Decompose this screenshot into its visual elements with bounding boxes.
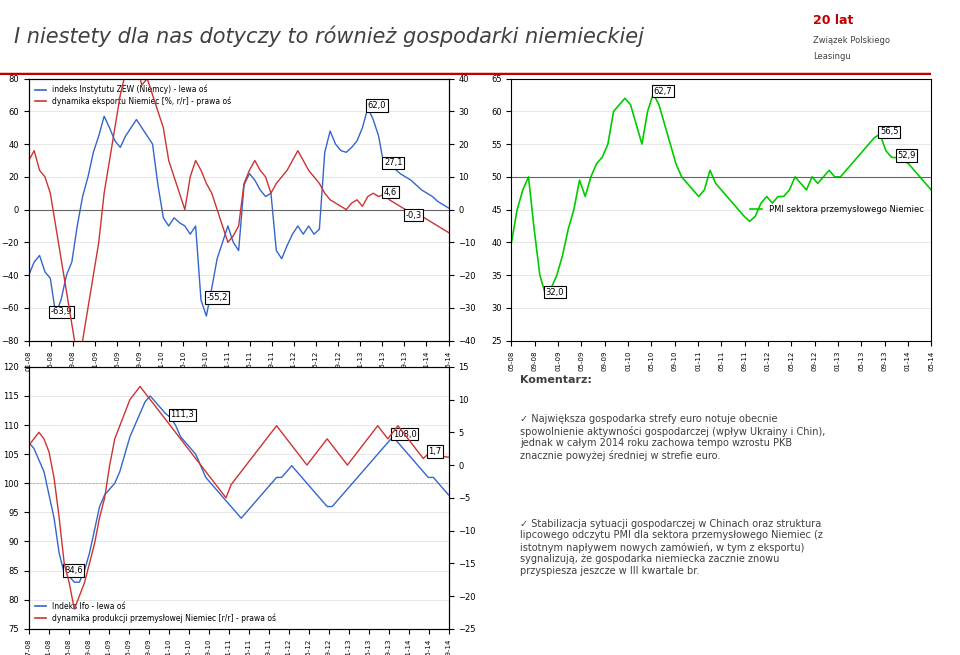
Text: 4,6: 4,6 (384, 187, 397, 196)
Text: ✓ Stabilizacja sytuacji gospodarczej w Chinach oraz struktura
lipcowego odczytu : ✓ Stabilizacja sytuacji gospodarczej w C… (520, 519, 823, 576)
Text: 32,0: 32,0 (545, 288, 564, 297)
Text: 62,7: 62,7 (653, 86, 672, 96)
Text: 84,6: 84,6 (64, 566, 83, 575)
Text: -55,2: -55,2 (206, 293, 228, 302)
Text: 111,3: 111,3 (170, 411, 194, 419)
Text: I niestety dla nas dotyczy to również gospodarki niemieckiej: I niestety dla nas dotyczy to również go… (14, 26, 644, 47)
Legend: indeks Instytutu ZEW (Niemcy) - lewa oś, dynamika eksportu Niemiec [%, r/r] - pr: indeks Instytutu ZEW (Niemcy) - lewa oś,… (33, 83, 234, 108)
Legend: Indeks Ifo - lewa oś, dynamika produkcji przemysłowej Niemiec [r/r] - prawa oś: Indeks Ifo - lewa oś, dynamika produkcji… (33, 599, 278, 625)
Text: Leasingu: Leasingu (813, 52, 851, 61)
Text: 108,0: 108,0 (393, 430, 417, 439)
Text: ✓ Największa gospodarka strefy euro notuje obecnie
spowolnienie aktywności gospo: ✓ Największa gospodarka strefy euro notu… (520, 414, 826, 461)
Text: Związek Polskiego: Związek Polskiego (813, 36, 890, 45)
Text: -63,9: -63,9 (50, 307, 72, 316)
Text: 1,7: 1,7 (428, 447, 442, 456)
Text: 62,0: 62,0 (368, 101, 386, 110)
Text: 52,9: 52,9 (898, 151, 916, 160)
Text: 56,5: 56,5 (880, 127, 899, 136)
Text: 20 lat: 20 lat (813, 14, 853, 27)
Text: -0,3: -0,3 (405, 211, 421, 220)
Text: 27,1: 27,1 (384, 159, 402, 167)
Legend: PMI sektora przemysłowego Niemiec: PMI sektora przemysłowego Niemiec (746, 202, 927, 217)
Text: Komentarz:: Komentarz: (520, 375, 591, 384)
